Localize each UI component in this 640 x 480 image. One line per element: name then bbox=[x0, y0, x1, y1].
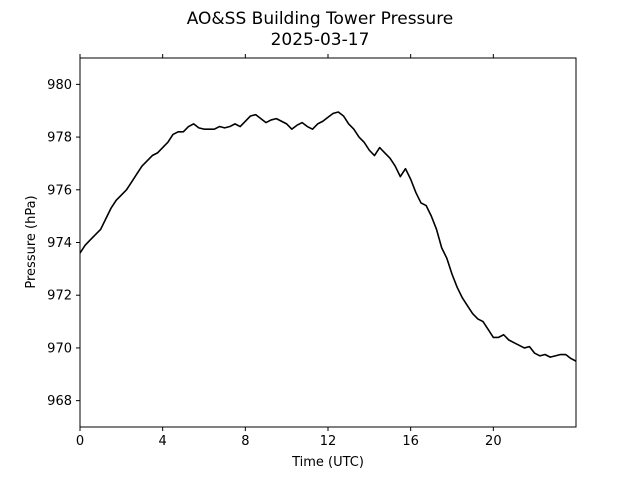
plot-frame bbox=[79, 57, 577, 428]
x-tick-label: 16 bbox=[402, 434, 419, 449]
x-tick-label: 0 bbox=[76, 434, 84, 449]
y-tick-label: 978 bbox=[47, 131, 72, 146]
y-tick-label: 974 bbox=[47, 236, 72, 251]
y-tick-label: 968 bbox=[47, 394, 72, 409]
chart-subtitle: 2025-03-17 bbox=[271, 30, 370, 50]
y-tick-label: 980 bbox=[47, 78, 72, 93]
x-axis-label: Time (UTC) bbox=[291, 455, 364, 470]
x-tick-label: 4 bbox=[159, 434, 167, 449]
x-tick-label: 8 bbox=[241, 434, 249, 449]
pressure-series-line bbox=[79, 111, 577, 362]
chart-title: AO&SS Building Tower Pressure bbox=[187, 9, 454, 29]
x-tick-label: 20 bbox=[485, 434, 502, 449]
y-tick-label: 976 bbox=[47, 183, 72, 198]
y-tick-label: 970 bbox=[47, 341, 72, 356]
y-axis-ticks: 968 970 972 974 976 978 980 bbox=[47, 78, 80, 409]
y-axis-label: Pressure (hPa) bbox=[24, 195, 39, 288]
x-tick-label: 12 bbox=[320, 434, 337, 449]
y-tick-label: 972 bbox=[47, 289, 72, 304]
x-axis-ticks: 0 4 8 12 16 20 bbox=[76, 54, 502, 449]
